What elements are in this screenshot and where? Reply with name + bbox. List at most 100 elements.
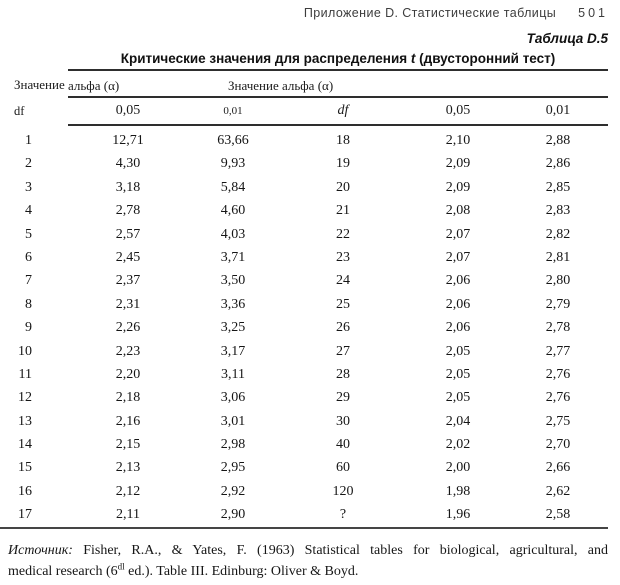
source-note-line2: medical research (6dl ed.). Table III. E… (8, 561, 608, 582)
table-cell: 2,62 (545, 483, 571, 499)
table-cell: 22 (336, 226, 350, 242)
table-cell: 1,98 (445, 483, 471, 499)
table-cell: 2,05 (445, 390, 471, 406)
table-cell: 15 (18, 460, 32, 476)
table-title-post: (двусторонний тест) (415, 51, 556, 66)
table-cell: 14 (18, 437, 32, 453)
table-row: 14 2,15 2,98 40 2,02 2,70 (0, 433, 608, 456)
table-cell: 4,03 (220, 226, 246, 242)
table-row: 2 4,30 9,93 19 2,09 2,86 (0, 152, 608, 175)
table-label: Таблица D.5 (526, 31, 608, 46)
table-cell: 3 (25, 179, 32, 195)
col-header-005-right: 0,05 (445, 103, 471, 118)
table-cell: 2,23 (115, 343, 141, 359)
table-cell: 2,86 (545, 156, 571, 172)
table-row: 12 2,18 3,06 29 2,05 2,76 (0, 386, 608, 409)
table-cell: 2,98 (220, 437, 246, 453)
table-cell: 2,06 (445, 273, 471, 289)
table-cell: 2 (25, 156, 32, 172)
source-note-line1: Источник: Fisher, R.A., & Yates, F. (196… (8, 540, 608, 561)
table-cell: 4,60 (220, 203, 246, 219)
column-header-row: df 0,05 0,01 df 0,05 0,01 (0, 101, 608, 121)
table-cell: 2,37 (115, 273, 141, 289)
table-cell: 3,50 (220, 273, 246, 289)
table-cell: 2,08 (445, 203, 471, 219)
table-cell: 2,04 (445, 413, 471, 429)
table-cell: 2,06 (445, 320, 471, 336)
rule-under-title (68, 69, 608, 71)
table-cell: 19 (336, 156, 350, 172)
table-cell: 4,30 (115, 156, 141, 172)
col-header-001-left: 0,01 (223, 105, 243, 117)
table-cell: 2,07 (445, 249, 471, 265)
table-cell: 10 (18, 343, 32, 359)
table-cell: 2,79 (545, 296, 571, 312)
table-cell: 2,02 (445, 437, 471, 453)
table-row: 9 2,26 3,25 26 2,06 2,78 (0, 316, 608, 339)
table-cell: 2,76 (545, 366, 571, 382)
header-alpha-label-right: Значение альфа (α) (228, 78, 334, 93)
table-cell: 2,15 (115, 437, 141, 453)
running-head-section: Приложение D. Статистические таблицы (303, 6, 557, 20)
table-title: Критические значения для распределения t… (68, 51, 608, 66)
table-cell: 2,82 (545, 226, 571, 242)
table-cell: 5 (25, 226, 32, 242)
table-cell: 28 (336, 366, 350, 382)
table-cell: 2,05 (445, 343, 471, 359)
table-cell: 2,31 (115, 296, 141, 312)
col-header-df-left: df (14, 104, 25, 118)
table-cell: 2,70 (545, 437, 571, 453)
citation-line1: Fisher, R.A., & Yates, F. (1963) Statist… (72, 543, 608, 558)
table-row: 11 2,20 3,11 28 2,05 2,76 (0, 363, 608, 386)
table-cell: 2,58 (545, 507, 571, 523)
table-row: 5 2,57 4,03 22 2,07 2,82 (0, 223, 608, 246)
table-cell: 23 (336, 249, 350, 265)
table-cell: 2,90 (220, 507, 246, 523)
table-cell: 8 (25, 296, 32, 312)
table-cell: 1,96 (445, 507, 471, 523)
rule-table-bottom (0, 527, 608, 529)
table-cell: 2,85 (545, 179, 571, 195)
table-title-pre: Критические значения для распределения (120, 51, 411, 66)
table-row: 10 2,23 3,17 27 2,05 2,77 (0, 340, 608, 363)
col-header-001-right: 0,01 (545, 103, 571, 118)
table-cell: 60 (336, 460, 350, 476)
table-cell: 9,93 (220, 156, 246, 172)
citation-line2-pre: medical research (6 (8, 564, 118, 579)
table-row: 15 2,13 2,95 60 2,00 2,66 (0, 456, 608, 479)
table-cell: 2,75 (545, 413, 571, 429)
table-cell: 16 (18, 483, 32, 499)
table-cell: 3,18 (115, 179, 141, 195)
table-cell: 2,77 (545, 343, 571, 359)
table-row: 13 2,16 3,01 30 2,04 2,75 (0, 410, 608, 433)
table-cell: 2,81 (545, 249, 571, 265)
table-cell: 2,83 (545, 203, 571, 219)
table-cell: 3,11 (221, 366, 245, 382)
table-cell: 6 (25, 249, 32, 265)
table-cell: 13 (18, 413, 32, 429)
table-cell: 3,06 (220, 390, 246, 406)
rule-under-column-headers (68, 124, 608, 126)
source-label: Источник: (8, 543, 73, 558)
table-cell: 2,07 (445, 226, 471, 242)
table-cell: 2,76 (545, 390, 571, 406)
table-row: 7 2,37 3,50 24 2,06 2,80 (0, 269, 608, 292)
table-cell: 2,10 (445, 133, 471, 148)
table-body: 1 12,71 63,66 18 2,10 2,88 2 4,30 9,93 19 2,09 2,86… (0, 129, 608, 527)
table-cell: 2,05 (445, 366, 471, 382)
table-cell: 9 (25, 320, 32, 336)
table-cell: 12 (18, 390, 32, 406)
table-cell: 12,71 (112, 133, 144, 148)
table-cell: 11 (18, 366, 32, 382)
header-alpha-label-left: альфа (α) (68, 78, 120, 93)
table-cell: 30 (336, 413, 350, 429)
page-number: 501 (578, 6, 608, 20)
col-header-005-left: 0,05 (115, 103, 141, 118)
table-cell: 2,57 (115, 226, 141, 242)
table-cell: 2,92 (220, 483, 246, 499)
running-head: Приложение D. Статистические таблицы 501 (304, 6, 608, 20)
table-cell: 1 (25, 133, 32, 148)
table-cell: 3,01 (220, 413, 246, 429)
edition-superscript: dl (117, 561, 125, 572)
table-cell: 18 (336, 133, 350, 148)
